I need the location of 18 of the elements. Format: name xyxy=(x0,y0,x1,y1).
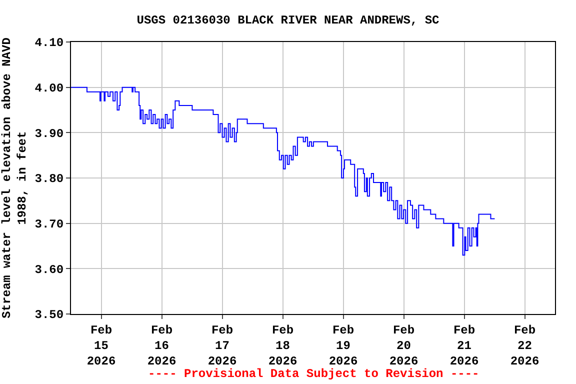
x-tick-label: Feb 20 2026 xyxy=(389,323,418,369)
y-tick-label: 3.50 xyxy=(34,308,64,322)
chart-title: USGS 02136030 BLACK RIVER NEAR ANDREWS, SC xyxy=(136,13,440,28)
x-tick-label: Feb 17 2026 xyxy=(208,323,237,369)
text: ---- Provisional Data Subject to Revision ---- xyxy=(148,367,480,381)
x-tick-label: Feb 18 2026 xyxy=(268,323,298,369)
x-tick-label: Feb 16 2026 xyxy=(147,323,176,369)
y-tick-label: 4.10 xyxy=(34,36,64,50)
x-tick-label: Feb 21 2026 xyxy=(450,323,479,369)
y-tick-label: 3.70 xyxy=(34,218,64,232)
y-tick-label: 3.90 xyxy=(34,126,64,141)
y-tick-label: 3.60 xyxy=(34,262,64,277)
y-tick-label: 4.00 xyxy=(34,82,64,96)
x-tick-label: Feb 19 2026 xyxy=(328,323,358,369)
y-axis-title: Stream water level elevation above NAVD 1988, in feet xyxy=(0,38,30,318)
x-tick-label: Feb 15 2026 xyxy=(86,323,116,369)
x-tick-label: Feb 22 2026 xyxy=(510,323,540,369)
y-tick-label: 3.80 xyxy=(34,172,64,186)
